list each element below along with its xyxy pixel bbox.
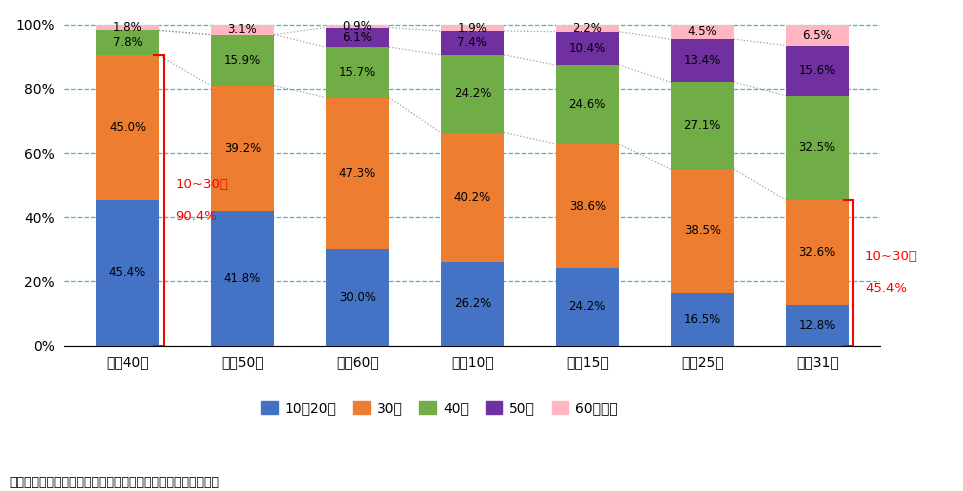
Bar: [325, 25, 389, 27]
Text: 90.4%: 90.4%: [175, 210, 217, 223]
Text: 47.3%: 47.3%: [339, 167, 376, 180]
Bar: [441, 262, 504, 346]
Bar: [786, 25, 848, 46]
Bar: [325, 47, 389, 98]
Bar: [96, 200, 159, 346]
Text: 12.8%: 12.8%: [798, 319, 836, 331]
Bar: [441, 31, 504, 55]
Bar: [556, 268, 619, 346]
Text: 32.5%: 32.5%: [798, 141, 836, 154]
Bar: [786, 46, 848, 96]
Text: 2.2%: 2.2%: [572, 22, 602, 35]
Text: 6.1%: 6.1%: [343, 31, 373, 44]
Bar: [211, 25, 274, 34]
Text: 24.6%: 24.6%: [568, 98, 606, 111]
Bar: [211, 212, 274, 346]
Bar: [670, 169, 734, 293]
Text: 4.5%: 4.5%: [688, 26, 717, 38]
Text: 38.5%: 38.5%: [684, 224, 720, 238]
Text: 7.8%: 7.8%: [113, 36, 143, 50]
Text: 32.6%: 32.6%: [798, 246, 836, 259]
Bar: [556, 65, 619, 144]
Bar: [670, 25, 734, 39]
Text: 15.6%: 15.6%: [798, 64, 836, 77]
Text: 10~30代: 10~30代: [175, 178, 228, 191]
Bar: [441, 25, 504, 31]
Bar: [556, 25, 619, 32]
Bar: [211, 34, 274, 85]
Text: 1.8%: 1.8%: [113, 21, 143, 34]
Bar: [325, 98, 389, 249]
Text: 24.2%: 24.2%: [568, 300, 606, 313]
Text: 3.1%: 3.1%: [227, 23, 257, 36]
Bar: [96, 55, 159, 200]
Bar: [211, 85, 274, 212]
Text: 45.4%: 45.4%: [109, 266, 146, 279]
Text: 16.5%: 16.5%: [684, 313, 721, 326]
Bar: [556, 32, 619, 65]
Text: 出典：消防庁「消防防災・震災対策現況調査」より内閣府作成: 出典：消防庁「消防防災・震災対策現況調査」より内閣府作成: [10, 476, 220, 489]
Text: 6.5%: 6.5%: [802, 28, 832, 42]
Bar: [325, 249, 389, 346]
Text: 39.2%: 39.2%: [223, 142, 261, 155]
Bar: [670, 82, 734, 169]
Text: 45.0%: 45.0%: [109, 121, 146, 134]
Text: 13.4%: 13.4%: [684, 54, 721, 67]
Bar: [325, 27, 389, 47]
Bar: [556, 144, 619, 268]
Text: 40.2%: 40.2%: [454, 191, 491, 204]
Text: 27.1%: 27.1%: [684, 119, 721, 132]
Text: 10~30代: 10~30代: [865, 250, 918, 263]
Text: 15.9%: 15.9%: [223, 54, 261, 67]
Legend: 10～20代, 30代, 40代, 50代, 60代以上: 10～20代, 30代, 40代, 50代, 60代以上: [255, 396, 624, 421]
Bar: [96, 30, 159, 55]
Text: 7.4%: 7.4%: [457, 36, 487, 50]
Text: 26.2%: 26.2%: [454, 297, 491, 310]
Text: 24.2%: 24.2%: [454, 87, 491, 100]
Bar: [670, 293, 734, 346]
Text: 1.9%: 1.9%: [457, 22, 487, 34]
Bar: [786, 304, 848, 346]
Bar: [670, 39, 734, 82]
Bar: [786, 200, 848, 304]
Bar: [441, 133, 504, 262]
Bar: [96, 25, 159, 30]
Text: 38.6%: 38.6%: [569, 199, 606, 213]
Text: 30.0%: 30.0%: [339, 291, 376, 304]
Text: 41.8%: 41.8%: [223, 272, 261, 285]
Text: 15.7%: 15.7%: [339, 66, 376, 79]
Text: 45.4%: 45.4%: [865, 282, 907, 296]
Bar: [786, 96, 848, 200]
Text: 0.9%: 0.9%: [343, 20, 373, 32]
Bar: [441, 55, 504, 133]
Text: 10.4%: 10.4%: [569, 42, 606, 55]
